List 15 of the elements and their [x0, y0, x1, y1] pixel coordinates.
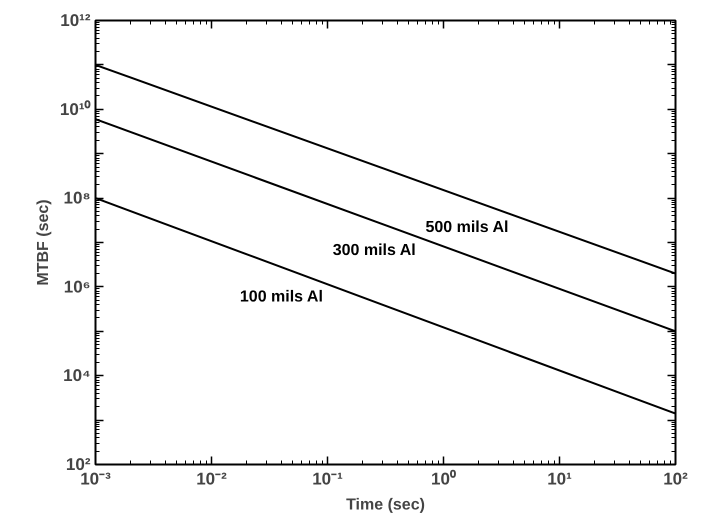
y-tick-label: 10¹² — [60, 11, 91, 30]
y-tick-label: 10¹⁰ — [60, 100, 91, 119]
x-tick-label: 10⁻² — [196, 470, 228, 488]
series-label: 500 mils Al — [426, 219, 509, 236]
series-label: 300 mils Al — [332, 242, 416, 259]
series-label: 100 mils Al — [240, 288, 323, 306]
x-tick-label: 10¹ — [547, 470, 572, 488]
y-tick-label: 10⁶ — [64, 277, 91, 296]
x-tick-label: 10⁰ — [431, 470, 456, 488]
x-tick-label: 10⁻¹ — [312, 470, 344, 488]
x-tick-label: 10² — [663, 470, 688, 488]
x-axis-title: Time (sec) — [346, 496, 425, 514]
y-axis-title: MTBF (sec) — [34, 199, 52, 286]
y-tick-label: 10⁴ — [63, 366, 91, 386]
y-tick-label: 10⁸ — [64, 188, 91, 208]
